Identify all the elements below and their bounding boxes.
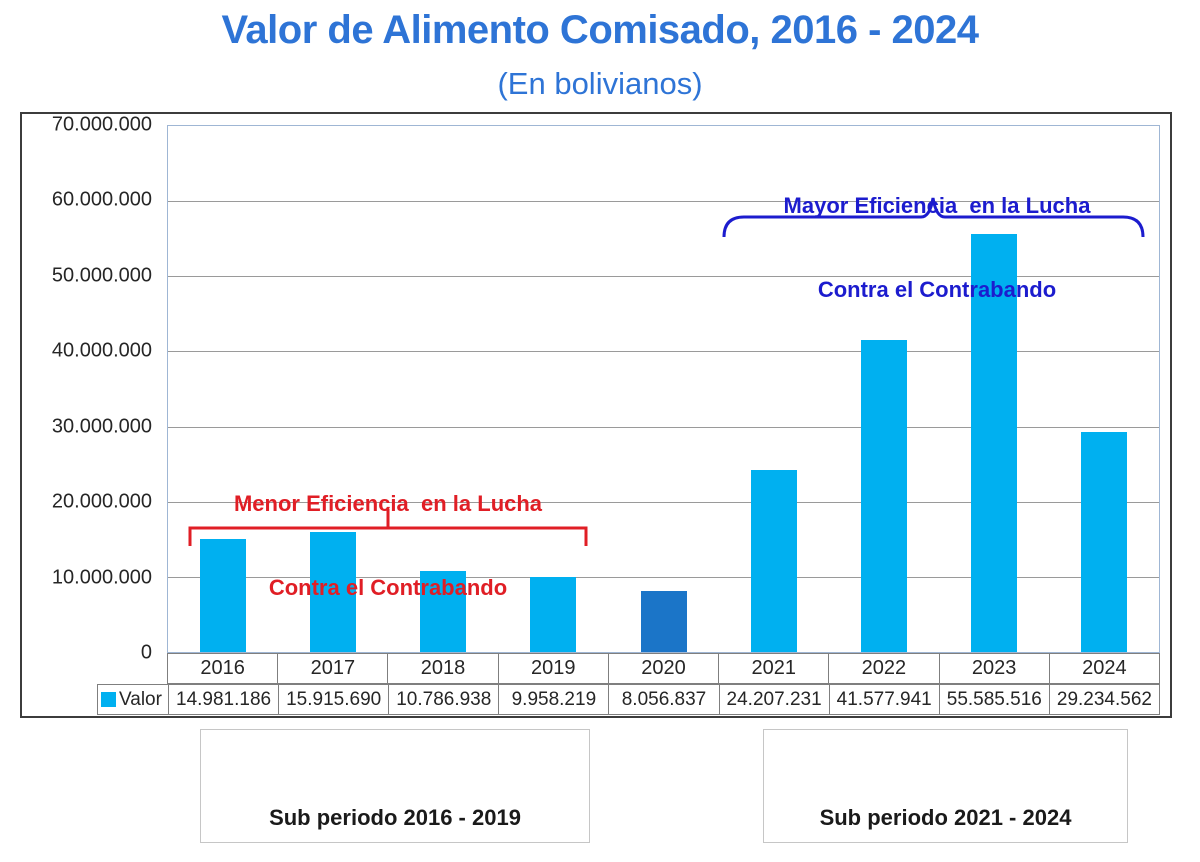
annotation-high-line2: Contra el Contrabando	[817, 277, 1057, 302]
value-cell: 55.585.516	[938, 685, 1049, 714]
value-cell: 9.958.219	[498, 685, 608, 714]
bar-2021	[750, 470, 797, 652]
gridline	[168, 276, 1159, 278]
annotation-low-line1: Menor Eficiencia en la Lucha	[233, 491, 543, 516]
gridline	[168, 576, 1159, 578]
year-cell: 2019	[497, 654, 608, 683]
chart-title: Valor de Alimento Comisado, 2016 - 2024	[221, 8, 979, 52]
y-tick-label: 70.000.000	[51, 113, 152, 136]
year-cell: 2022	[828, 654, 938, 683]
low-period-bracket	[188, 509, 588, 546]
legend-color-swatch	[101, 692, 116, 707]
legend-label: Valor	[119, 688, 162, 710]
y-tick-label: 60.000.000	[51, 188, 152, 211]
annotation-high-period: Mayor Eficiencia en la Lucha Contra el C…	[707, 136, 1167, 360]
bar-2020	[640, 591, 687, 652]
data-table-row: Valor 14.981.186 15.915.690 10.786.938 9.95…	[97, 684, 1160, 715]
bar-2022	[860, 339, 907, 652]
value-cell: 24.207.231	[718, 685, 829, 714]
bar-2019	[530, 577, 577, 652]
annotation-low-line2: Contra el Contrabando	[268, 575, 508, 600]
summary-box-2021-2024: Sub periodo 2021 - 2024 Promedio = 38 mi…	[763, 729, 1128, 843]
y-tick-label: 40.000.000	[51, 339, 152, 362]
summary-right-title: Sub periodo 2021 - 2024	[819, 805, 1072, 830]
x-axis-year-row: 2016 2017 2018 2019 2020 2021 2022 2023 2024	[167, 653, 1160, 684]
y-tick-label: 0	[140, 641, 152, 664]
year-cell: 2017	[277, 654, 387, 683]
gridline	[168, 351, 1159, 353]
y-tick-label: 20.000.000	[51, 490, 152, 513]
value-cells: 14.981.186 15.915.690 10.786.938 9.958.219 8…	[168, 685, 1159, 714]
value-cell: 8.056.837	[608, 685, 718, 714]
year-cell: 2018	[387, 654, 497, 683]
y-axis-labels: 70.000.000 60.000.000 50.000.000 40.000.000…	[26, 114, 152, 664]
gridline	[168, 201, 1159, 203]
bar-2023	[970, 234, 1017, 652]
summary-box-2016-2019: Sub periodo 2016 - 2019 Promedio = 13 mi…	[200, 729, 590, 843]
value-cell: 10.786.938	[388, 685, 498, 714]
year-cell: 2024	[1048, 654, 1159, 683]
y-tick-label: 50.000.000	[51, 264, 152, 287]
year-cell: 2021	[718, 654, 828, 683]
year-cell: 2016	[200, 657, 245, 679]
summary-left-title: Sub periodo 2016 - 2019	[269, 805, 521, 830]
gridline	[168, 426, 1159, 428]
chart-outer-box: 70.000.000 60.000.000 50.000.000 40.000.000…	[20, 112, 1172, 718]
annotation-low-period: Menor Eficiencia en la Lucha Contra el C…	[158, 434, 618, 658]
bar-2017	[310, 532, 357, 652]
plot-area	[167, 125, 1160, 653]
bar-2018	[420, 570, 467, 652]
bar-2016	[200, 539, 247, 652]
year-cell: 2020	[607, 654, 718, 683]
y-tick-label: 10.000.000	[51, 566, 152, 589]
high-period-brace	[722, 197, 1145, 238]
gridline	[168, 501, 1159, 503]
y-tick-label: 30.000.000	[51, 415, 152, 438]
legend-cell: Valor	[98, 685, 168, 714]
chart-subtitle: (En bolivianos)	[497, 66, 703, 101]
value-cell: 14.981.186	[176, 688, 272, 710]
bar-2024	[1080, 432, 1127, 652]
value-cell: 41.577.941	[828, 685, 939, 714]
year-cell: 2023	[938, 654, 1049, 683]
value-cell: 29.234.562	[1048, 685, 1159, 714]
value-cell: 15.915.690	[278, 685, 388, 714]
